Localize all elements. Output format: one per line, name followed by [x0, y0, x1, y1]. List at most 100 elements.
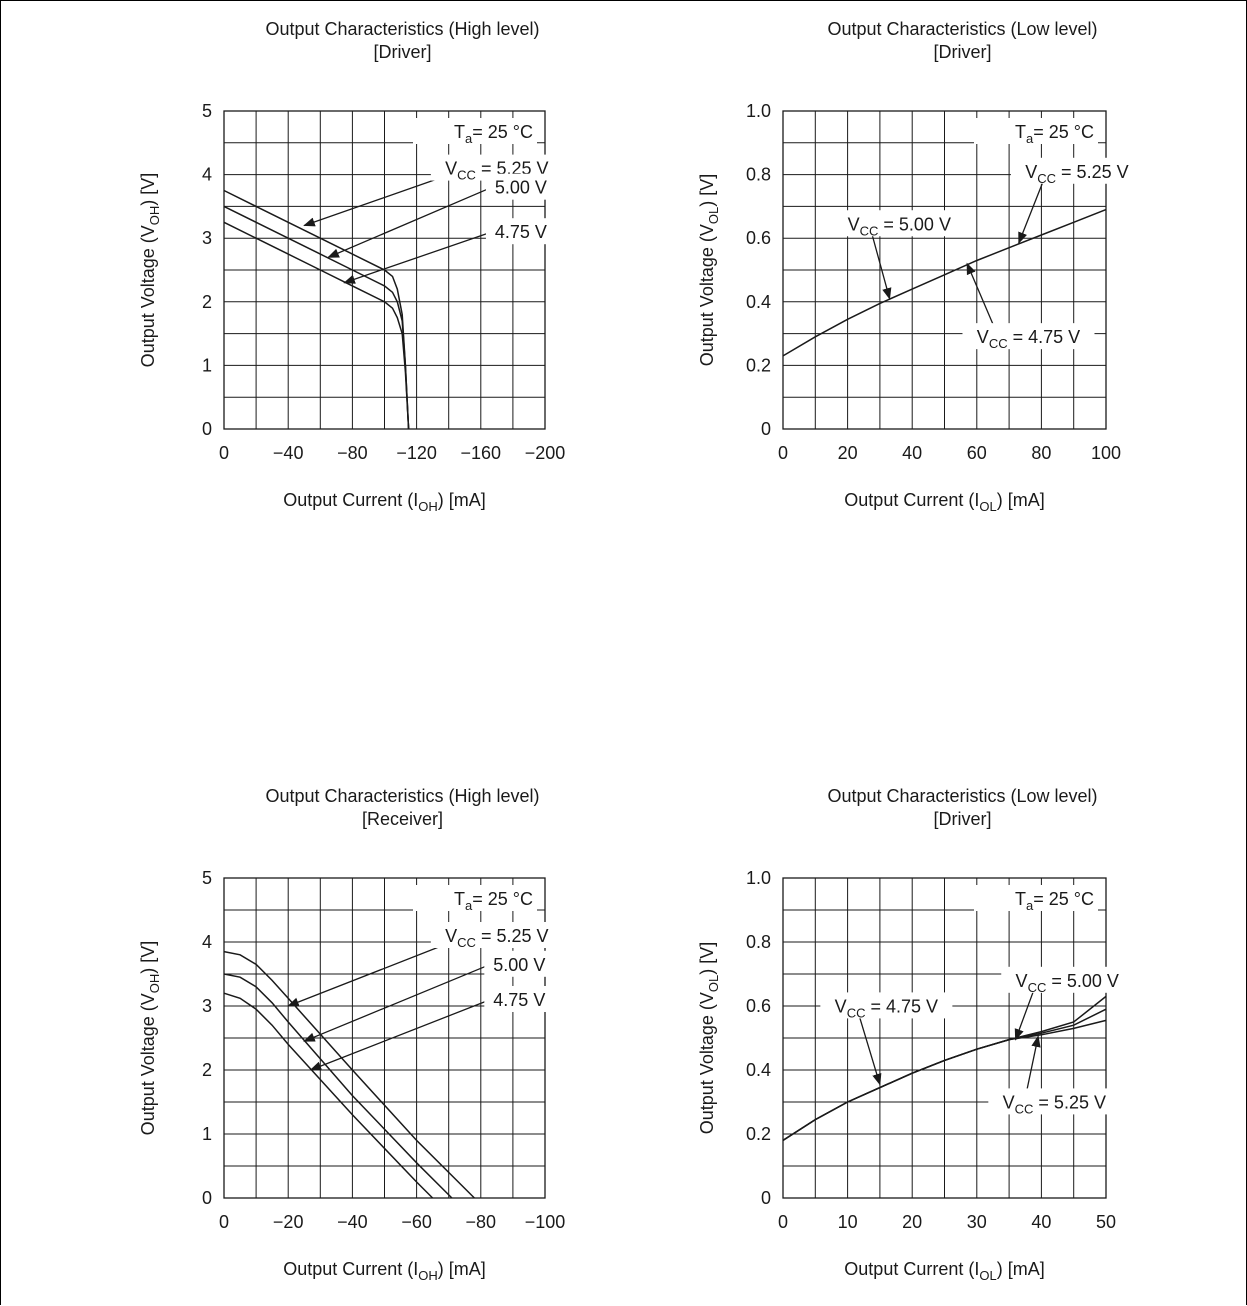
chart-4: Output Characteristics (Low level) [Drive… — [697, 786, 1134, 1283]
y-tick-label: 2 — [202, 292, 212, 312]
annotation-bg — [1001, 966, 1134, 993]
x-axis-label: Output Current (IOL) [mA] — [844, 490, 1044, 514]
x-tick-label: −80 — [337, 443, 368, 463]
annotation-bg — [485, 218, 556, 245]
series-line-1 — [223, 189, 410, 430]
y-axis-label: Output Voltage (VOL) [V] — [697, 174, 721, 366]
plot-frame — [223, 110, 546, 430]
ta-label: Ta= 25 °C — [454, 122, 533, 146]
ta-label: Ta= 25 °C — [454, 889, 533, 913]
ta-label: Ta= 25 °C — [1015, 889, 1094, 913]
x-tick-label: 50 — [1096, 1212, 1116, 1232]
x-tick-label: −100 — [525, 1212, 566, 1232]
annotation-label: 4.75 V — [493, 990, 545, 1010]
plot-frame — [782, 877, 1107, 1199]
annotation-label: VCC = 5.00 V — [1016, 971, 1119, 995]
chart-2: Output Characteristics (Low level) [Drive… — [697, 19, 1143, 514]
plot-frame — [782, 110, 1107, 430]
annotation-label: 5.00 V — [493, 955, 545, 975]
y-axis-label: Output Voltage (VOH) [V] — [138, 173, 162, 368]
x-tick-label: −20 — [273, 1212, 304, 1232]
x-tick-label: −40 — [273, 443, 304, 463]
ta-label: Ta= 25 °C — [1015, 122, 1094, 146]
plot-frame — [223, 877, 546, 1199]
y-tick-label: 0 — [761, 1188, 771, 1208]
y-tick-label: 0.2 — [746, 355, 771, 375]
y-tick-label: 0.2 — [746, 1124, 771, 1144]
chart-title: Output Characteristics (High level) — [265, 19, 539, 39]
y-tick-label: 0 — [761, 419, 771, 439]
annotation-bg — [962, 323, 1095, 350]
x-axis-label: Output Current (IOH) [mA] — [283, 1259, 486, 1283]
chart-title: Output Characteristics (Low level) — [827, 19, 1097, 39]
annotation-label: VCC = 5.25 V — [1003, 1092, 1106, 1116]
y-tick-label: 1.0 — [746, 101, 771, 121]
x-axis-label: Output Current (IOH) [mA] — [283, 490, 486, 514]
x-tick-label: 20 — [838, 443, 858, 463]
x-tick-label: −60 — [401, 1212, 432, 1232]
x-tick-label: −80 — [466, 1212, 497, 1232]
x-tick-label: 60 — [967, 443, 987, 463]
x-tick-label: 80 — [1031, 443, 1051, 463]
ta-label-bg — [413, 885, 537, 911]
x-tick-label: 0 — [778, 1212, 788, 1232]
series-line-2 — [223, 205, 410, 430]
y-axis-label: Output Voltage (VOH) [V] — [138, 941, 162, 1136]
y-tick-label: 2 — [202, 1060, 212, 1080]
ta-label-bg — [413, 118, 537, 144]
annotation-arrow — [309, 999, 490, 1071]
chart-subtitle: [Receiver] — [362, 809, 443, 829]
y-tick-label: 4 — [202, 165, 212, 185]
series-line-1 — [223, 950, 475, 1199]
annotation-arrow — [855, 1006, 882, 1086]
annotation-arrow — [343, 231, 492, 284]
y-tick-label: 1.0 — [746, 868, 771, 888]
chart-title: Output Characteristics (Low level) — [827, 786, 1097, 806]
y-tick-label: 3 — [202, 996, 212, 1016]
y-tick-label: 0 — [202, 1188, 212, 1208]
chart-3: Output Characteristics (High level) [Rece… — [138, 786, 565, 1283]
x-tick-label: −120 — [396, 443, 437, 463]
y-tick-label: 0 — [202, 419, 212, 439]
x-tick-label: 20 — [902, 1212, 922, 1232]
grid — [782, 877, 1107, 1199]
x-tick-label: 0 — [778, 443, 788, 463]
x-tick-label: 0 — [219, 1212, 229, 1232]
annotation-label: VCC = 4.75 V — [835, 996, 938, 1020]
y-tick-label: 0.4 — [746, 1060, 771, 1080]
y-tick-label: 0.8 — [746, 165, 771, 185]
series-line-3 — [782, 1019, 1107, 1142]
y-tick-label: 1 — [202, 1124, 212, 1144]
x-tick-label: −160 — [461, 443, 502, 463]
annotation-arrow — [327, 187, 492, 258]
series-line-1 — [782, 208, 1107, 357]
annotation-arrow — [868, 224, 892, 300]
y-tick-label: 0.4 — [746, 292, 771, 312]
y-tick-label: 3 — [202, 228, 212, 248]
chart-title: Output Characteristics (High level) — [265, 786, 539, 806]
chart-1: Output Characteristics (High level) [Driv… — [138, 19, 565, 514]
annotation-bg — [820, 992, 953, 1019]
series-line-3 — [223, 992, 434, 1199]
x-axis-label: Output Current (IOL) [mA] — [844, 1259, 1044, 1283]
x-tick-label: 10 — [838, 1212, 858, 1232]
y-axis-label: Output Voltage (VOL) [V] — [697, 942, 721, 1134]
annotation-label: VCC = 5.25 V — [1025, 162, 1128, 186]
chart-subtitle: [Driver] — [934, 809, 992, 829]
annotation-bg — [485, 173, 556, 200]
annotation-label: VCC = 5.00 V — [848, 214, 951, 238]
x-tick-label: 100 — [1091, 443, 1121, 463]
y-tick-label: 5 — [202, 868, 212, 888]
chart-subtitle: [Driver] — [374, 42, 432, 62]
annotation-bg — [1010, 157, 1143, 184]
annotation-bg — [988, 1088, 1121, 1115]
x-tick-label: −200 — [525, 443, 566, 463]
annotation-label: VCC = 4.75 V — [977, 327, 1080, 351]
ta-label-bg — [974, 118, 1098, 144]
y-tick-label: 1 — [202, 355, 212, 375]
y-tick-label: 4 — [202, 932, 212, 952]
annotation-arrow — [303, 964, 490, 1042]
x-tick-label: 40 — [1031, 1212, 1051, 1232]
annotation-label: VCC = 5.25 V — [445, 926, 548, 950]
